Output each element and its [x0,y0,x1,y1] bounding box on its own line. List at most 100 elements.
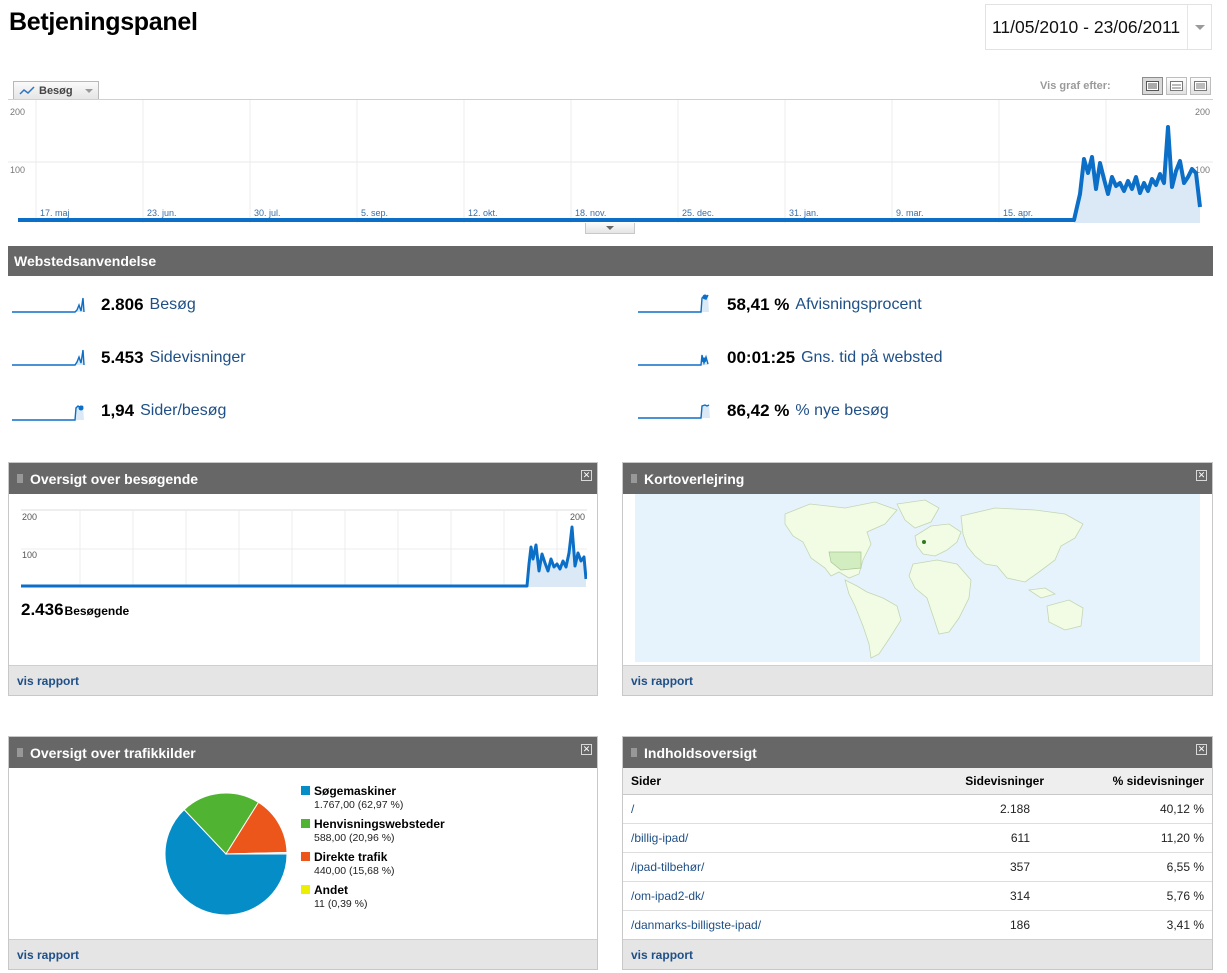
legend-swatch [301,786,310,795]
map-overlay-title: Kortoverlejring [644,470,745,487]
page-link[interactable]: /billig-ipad/ [631,830,689,845]
legend-item: Andet 11 (0,39 %) [301,883,445,910]
avg-time-link[interactable]: Gns. tid på websted [801,349,943,366]
drag-grip-icon[interactable] [631,474,637,483]
graph-by-month-button[interactable] [1190,77,1211,95]
week-view-icon [1170,81,1183,91]
x-tick-label: 9. mar. [896,208,924,218]
drag-grip-icon[interactable] [631,748,637,757]
page-cell: /om-ipad2-dk/ [623,881,902,911]
legend-name: Henvisningswebsteder [314,817,445,831]
site-usage-header: Webstedsanvendelse [8,246,1213,276]
page-link[interactable]: /ipad-tilbehør/ [631,859,705,874]
visitors-count-label: Besøgende [64,604,130,618]
visits-link[interactable]: Besøg [149,296,196,313]
table-row: /billig-ipad/611 11,20 % [623,823,1212,853]
table-row: / 2.188 40,12 % [623,794,1212,824]
y-tick-right-200: 200 [1195,107,1210,117]
legend-swatch [301,885,310,894]
x-tick-label: 30. jul. [254,208,281,218]
visitors-count-value: 2.436 [21,600,64,619]
col-pages[interactable]: Sider [623,768,902,795]
traffic-sources-title: Oversigt over trafikkilder [30,744,196,761]
page-link[interactable]: /danmarks-billigste-ipad/ [631,917,762,932]
drag-grip-icon[interactable] [17,474,23,483]
col-pageviews[interactable]: Sidevisninger [902,768,1052,795]
page-link[interactable]: / [631,801,635,816]
traffic-view-report-link[interactable]: vis rapport [17,947,80,962]
pageviews-cell: 186 [902,910,1052,940]
content-table-header: Sider Sidevisninger % sidevisninger [623,768,1212,795]
visitors-chart[interactable]: 200 100 200 [21,509,587,591]
visitors-view-report-link[interactable]: vis rapport [17,673,80,688]
traffic-sources-header[interactable]: Oversigt over trafikkilder ✕ [9,737,597,768]
traffic-sources-pie-chart[interactable] [162,790,290,918]
content-overview-title: Indholdsoversigt [644,744,757,761]
pie-slice-1[interactable] [183,792,260,855]
bounce-rate-value: 58,41 % [727,295,790,314]
stat-new-visits: 86,42 % % nye besøg [637,396,942,426]
avg-time-sparkline [638,354,709,366]
day-view-icon [1146,81,1159,91]
pageviews-pct-cell: 6,55 % [1052,852,1212,882]
bounce-rate-link[interactable]: Afvisningsprocent [795,296,922,313]
graph-by-day-button[interactable] [1142,77,1163,95]
pie-slice-3[interactable] [225,851,288,855]
map-overlay-widget: Kortoverlejring ✕ vis rapport [622,462,1213,696]
x-tick-label: 23. jun. [147,208,177,218]
bounce-rate-sparkline [638,294,709,313]
page-cell: /danmarks-billigste-ipad/ [623,910,902,940]
page-link[interactable]: /om-ipad2-dk/ [631,888,705,903]
legend-text: Henvisningswebsteder 588,00 (20,96 %) [314,817,445,844]
legend-item: Direkte trafik 440,00 (15,68 %) [301,850,445,877]
visitors-overview-header[interactable]: Oversigt over besøgende ✕ [9,463,597,494]
content-view-report-link[interactable]: vis rapport [631,947,694,962]
pageviews-cell: 611 [902,823,1052,853]
world-map[interactable] [635,494,1200,662]
stat-pageviews: 5.453 Sidevisninger [11,343,246,373]
map-denmark-marker [922,540,926,544]
date-range-picker[interactable]: 11/05/2010 - 23/06/2011 [985,4,1212,50]
chart-expand-handle[interactable] [585,223,635,234]
map-overlay-header[interactable]: Kortoverlejring ✕ [623,463,1212,494]
site-usage-left-column: 2.806 Besøg 5.453 Sidevisninger 1,94 Sid… [11,290,246,426]
pie-slice-0[interactable] [164,808,288,916]
site-usage-right-column: 58,41 % Afvisningsprocent 00:01:25 Gns. … [637,290,942,426]
traffic-sources-widget: Oversigt over trafikkilder ✕ Søgemaskine… [8,736,598,970]
pages-per-visit-link[interactable]: Sider/besøg [140,402,227,419]
pageviews-link[interactable]: Sidevisninger [149,349,246,366]
graph-by-week-button[interactable] [1166,77,1187,95]
chevron-down-icon[interactable] [1187,5,1211,49]
legend-item: Søgemaskiner 1.767,00 (62,97 %) [301,784,445,811]
pageviews-pct-cell: 11,20 % [1052,823,1212,853]
legend-value: 1.767,00 (62,97 %) [314,799,404,811]
col-pageviews-pct[interactable]: % sidevisninger [1052,768,1212,795]
drag-grip-icon[interactable] [17,748,23,757]
metric-selector[interactable]: Besøg [13,81,99,100]
legend-name: Søgemaskiner [314,784,397,798]
content-overview-footer: vis rapport [623,939,1212,969]
stat-bounce-rate: 58,41 % Afvisningsprocent [637,290,942,320]
map-view-report-link[interactable]: vis rapport [631,673,694,688]
visitors-overview-footer: vis rapport [9,665,597,695]
visitors-count: 2.436 Besøgende [21,600,129,620]
visits-trend-chart[interactable]: 200 100 200 100 17. maj 23. jun. 30. jul. 5… [8,99,1213,223]
legend-swatch [301,819,310,828]
new-visits-link[interactable]: % nye besøg [795,402,889,419]
traffic-sources-legend: Søgemaskiner 1.767,00 (62,97 %) Henvisning… [301,784,445,916]
legend-name: Direkte trafik [314,850,388,864]
pages-per-visit-sparkline [12,405,84,421]
close-icon[interactable]: ✕ [1196,470,1207,481]
pages-per-visit-value: 1,94 [101,401,135,420]
pie-slice-2[interactable] [225,801,288,855]
close-icon[interactable]: ✕ [581,470,592,481]
close-icon[interactable]: ✕ [581,744,592,755]
legend-name: Andet [314,883,348,897]
pageviews-cell: 357 [902,852,1052,882]
dropdown-arrow-icon [85,89,93,93]
visitors-overview-title: Oversigt over besøgende [30,470,199,487]
pageviews-pct-cell: 3,41 % [1052,910,1212,940]
content-overview-header[interactable]: Indholdsoversigt ✕ [623,737,1212,768]
close-icon[interactable]: ✕ [1196,744,1207,755]
visitors-y-100: 100 [22,550,37,560]
